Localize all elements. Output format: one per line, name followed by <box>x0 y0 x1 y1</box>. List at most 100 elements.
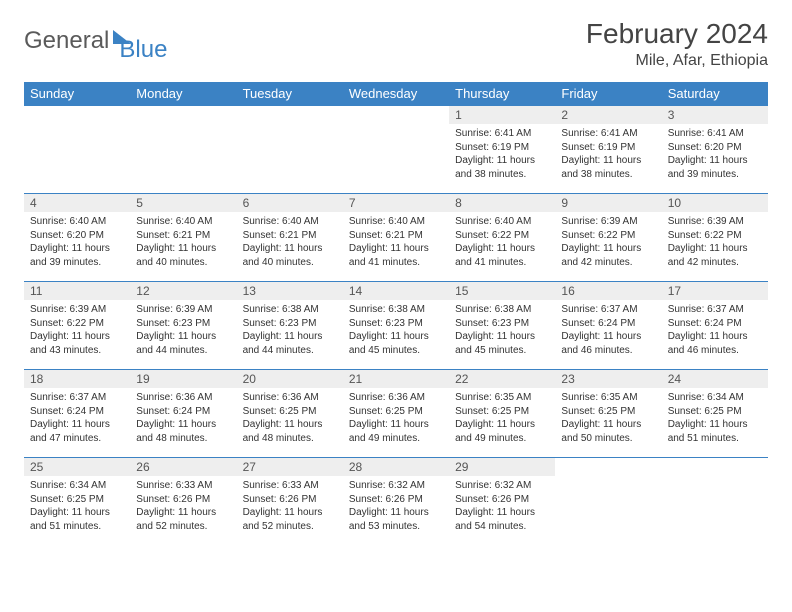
day-content: Sunrise: 6:37 AMSunset: 6:24 PMDaylight:… <box>24 388 130 447</box>
logo-text-general: General <box>24 27 109 55</box>
calendar-cell <box>662 458 768 546</box>
calendar-cell: 2Sunrise: 6:41 AMSunset: 6:19 PMDaylight… <box>555 106 661 194</box>
logo: General Blue <box>24 18 167 64</box>
day-line: Sunrise: 6:40 AM <box>30 215 124 229</box>
day-line: Sunset: 6:26 PM <box>136 493 230 507</box>
day-line: and 44 minutes. <box>136 344 230 358</box>
calendar-cell: 23Sunrise: 6:35 AMSunset: 6:25 PMDayligh… <box>555 370 661 458</box>
day-line: Sunrise: 6:38 AM <box>243 303 337 317</box>
calendar-cell: 18Sunrise: 6:37 AMSunset: 6:24 PMDayligh… <box>24 370 130 458</box>
day-header: Tuesday <box>237 82 343 106</box>
day-number: 18 <box>24 370 130 388</box>
day-number: 7 <box>343 194 449 212</box>
day-line: Sunrise: 6:33 AM <box>136 479 230 493</box>
day-content: Sunrise: 6:34 AMSunset: 6:25 PMDaylight:… <box>662 388 768 447</box>
day-content: Sunrise: 6:41 AMSunset: 6:19 PMDaylight:… <box>555 124 661 183</box>
day-line: and 42 minutes. <box>561 256 655 270</box>
day-number: 5 <box>130 194 236 212</box>
day-line: and 49 minutes. <box>349 432 443 446</box>
day-number: 1 <box>449 106 555 124</box>
day-content: Sunrise: 6:40 AMSunset: 6:21 PMDaylight:… <box>237 212 343 271</box>
day-line: Sunset: 6:22 PM <box>30 317 124 331</box>
day-line: Sunrise: 6:41 AM <box>455 127 549 141</box>
day-line: and 41 minutes. <box>349 256 443 270</box>
calendar-cell: 9Sunrise: 6:39 AMSunset: 6:22 PMDaylight… <box>555 194 661 282</box>
header: General Blue February 2024 Mile, Afar, E… <box>24 18 768 70</box>
calendar-cell: 28Sunrise: 6:32 AMSunset: 6:26 PMDayligh… <box>343 458 449 546</box>
day-line: Sunrise: 6:33 AM <box>243 479 337 493</box>
calendar-header-row: SundayMondayTuesdayWednesdayThursdayFrid… <box>24 82 768 106</box>
day-line: and 50 minutes. <box>561 432 655 446</box>
day-line: Daylight: 11 hours <box>561 242 655 256</box>
day-number: 15 <box>449 282 555 300</box>
day-number: 2 <box>555 106 661 124</box>
day-line: Sunset: 6:26 PM <box>349 493 443 507</box>
day-number: 23 <box>555 370 661 388</box>
day-line: Sunrise: 6:37 AM <box>561 303 655 317</box>
calendar-cell: 16Sunrise: 6:37 AMSunset: 6:24 PMDayligh… <box>555 282 661 370</box>
day-number: 24 <box>662 370 768 388</box>
day-line: Daylight: 11 hours <box>455 418 549 432</box>
day-number: 20 <box>237 370 343 388</box>
day-content: Sunrise: 6:37 AMSunset: 6:24 PMDaylight:… <box>555 300 661 359</box>
calendar-cell: 14Sunrise: 6:38 AMSunset: 6:23 PMDayligh… <box>343 282 449 370</box>
day-line: Sunset: 6:19 PM <box>455 141 549 155</box>
day-line: Sunset: 6:23 PM <box>136 317 230 331</box>
day-header: Sunday <box>24 82 130 106</box>
day-content: Sunrise: 6:41 AMSunset: 6:20 PMDaylight:… <box>662 124 768 183</box>
day-line: Sunrise: 6:36 AM <box>349 391 443 405</box>
day-line: Sunset: 6:19 PM <box>561 141 655 155</box>
day-content: Sunrise: 6:40 AMSunset: 6:21 PMDaylight:… <box>343 212 449 271</box>
calendar-week-row: 11Sunrise: 6:39 AMSunset: 6:22 PMDayligh… <box>24 282 768 370</box>
calendar-week-row: 25Sunrise: 6:34 AMSunset: 6:25 PMDayligh… <box>24 458 768 546</box>
day-line: Sunset: 6:23 PM <box>243 317 337 331</box>
day-line: Sunset: 6:24 PM <box>136 405 230 419</box>
day-content: Sunrise: 6:38 AMSunset: 6:23 PMDaylight:… <box>237 300 343 359</box>
day-line: Sunrise: 6:36 AM <box>136 391 230 405</box>
day-line: and 47 minutes. <box>30 432 124 446</box>
day-number: 16 <box>555 282 661 300</box>
day-line: and 44 minutes. <box>243 344 337 358</box>
day-line: and 40 minutes. <box>243 256 337 270</box>
day-line: Daylight: 11 hours <box>136 330 230 344</box>
day-line: Daylight: 11 hours <box>455 506 549 520</box>
day-line: and 46 minutes. <box>561 344 655 358</box>
day-line: and 38 minutes. <box>561 168 655 182</box>
day-content: Sunrise: 6:32 AMSunset: 6:26 PMDaylight:… <box>343 476 449 535</box>
day-number: 11 <box>24 282 130 300</box>
day-line: Sunset: 6:22 PM <box>668 229 762 243</box>
day-number: 17 <box>662 282 768 300</box>
day-line: and 51 minutes. <box>30 520 124 534</box>
day-number: 19 <box>130 370 236 388</box>
calendar-cell: 21Sunrise: 6:36 AMSunset: 6:25 PMDayligh… <box>343 370 449 458</box>
day-line: Daylight: 11 hours <box>30 418 124 432</box>
day-line: Sunrise: 6:35 AM <box>561 391 655 405</box>
day-line: and 43 minutes. <box>30 344 124 358</box>
calendar-week-row: 4 Sunrise: 6:40 AMSunset: 6:20 PM Daylight… <box>24 194 768 282</box>
day-number: 6 <box>237 194 343 212</box>
day-number: 22 <box>449 370 555 388</box>
day-line: Sunrise: 6:34 AM <box>30 479 124 493</box>
day-content: Sunrise: 6:38 AMSunset: 6:23 PMDaylight:… <box>449 300 555 359</box>
day-number: 4 <box>24 194 130 212</box>
calendar-week-row: 18Sunrise: 6:37 AMSunset: 6:24 PMDayligh… <box>24 370 768 458</box>
day-line: Daylight: 11 hours <box>349 242 443 256</box>
day-line: Daylight: 11 hours <box>30 330 124 344</box>
day-line: Sunrise: 6:41 AM <box>668 127 762 141</box>
day-line: and 46 minutes. <box>668 344 762 358</box>
day-number: 14 <box>343 282 449 300</box>
calendar-cell: 20Sunrise: 6:36 AMSunset: 6:25 PMDayligh… <box>237 370 343 458</box>
day-line: and 40 minutes. <box>136 256 230 270</box>
day-content: Sunrise: 6:36 AMSunset: 6:24 PMDaylight:… <box>130 388 236 447</box>
calendar-cell: 22Sunrise: 6:35 AMSunset: 6:25 PMDayligh… <box>449 370 555 458</box>
day-content: Sunrise: 6:33 AMSunset: 6:26 PMDaylight:… <box>237 476 343 535</box>
day-content: Sunrise: 6:39 AMSunset: 6:22 PMDaylight:… <box>662 212 768 271</box>
calendar-cell: 27Sunrise: 6:33 AMSunset: 6:26 PMDayligh… <box>237 458 343 546</box>
day-line: Sunset: 6:23 PM <box>349 317 443 331</box>
day-line: Sunset: 6:24 PM <box>30 405 124 419</box>
calendar-body: 1Sunrise: 6:41 AMSunset: 6:19 PMDaylight… <box>24 106 768 546</box>
calendar-cell: 25Sunrise: 6:34 AMSunset: 6:25 PMDayligh… <box>24 458 130 546</box>
day-header: Thursday <box>449 82 555 106</box>
day-line: Sunset: 6:20 PM <box>30 229 124 243</box>
day-line: Sunset: 6:21 PM <box>349 229 443 243</box>
